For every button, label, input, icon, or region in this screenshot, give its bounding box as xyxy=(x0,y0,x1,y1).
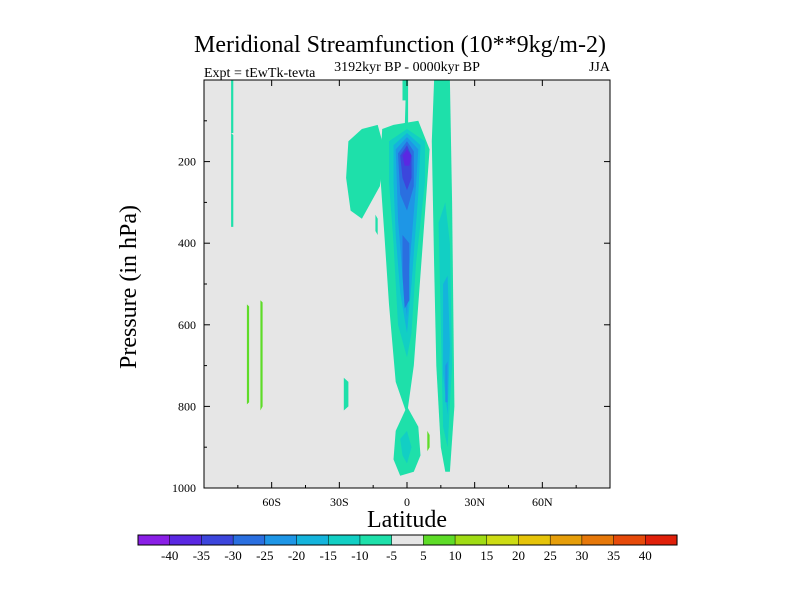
colorbar-label: -30 xyxy=(224,548,241,563)
contour-region-3-level-10 xyxy=(346,124,385,219)
contour-region-22-level5 xyxy=(260,300,263,411)
contour-region-21-level5 xyxy=(246,304,250,405)
colorbar-swatch xyxy=(549,534,583,546)
colorbar-label: -10 xyxy=(351,548,368,563)
colorbar-label: 35 xyxy=(607,548,620,563)
y-tick-label: 600 xyxy=(178,318,196,332)
season-label: JJA xyxy=(589,60,611,75)
contour-region-5-level-10 xyxy=(402,80,407,101)
colorbar-label: 20 xyxy=(512,548,525,563)
contour-region-7-level-10 xyxy=(343,377,349,411)
colorbar: -40 -35 -30 -25 -20 -15 -10 -5 5 10 15 20 25 30 35 40 xyxy=(137,534,678,563)
y-tick-label: 1000 xyxy=(172,481,196,495)
x-tick-label: 60N xyxy=(532,495,553,509)
colorbar-swatch xyxy=(201,534,234,546)
colorbar-label: 10 xyxy=(449,548,462,563)
colorbar-swatch xyxy=(359,534,393,546)
contour-region-2-level-10 xyxy=(231,80,234,133)
colorbar-label: -20 xyxy=(288,548,305,563)
contour-region-20-level-40 xyxy=(402,149,412,166)
colorbar-swatch xyxy=(645,534,678,546)
y-tick-label: 800 xyxy=(178,399,196,413)
colorbar-swatch xyxy=(327,534,361,546)
colorbar-swatch xyxy=(486,534,520,546)
colorbar-label: 15 xyxy=(480,548,493,563)
colorbar-label: -40 xyxy=(161,548,178,563)
colorbar-swatch xyxy=(581,534,615,546)
contour-regions xyxy=(231,80,455,476)
colorbar-swatch xyxy=(391,534,424,546)
colorbar-swatch xyxy=(423,534,456,546)
axis-ticks: 60S 30S 0 30N 60N 200 400 600 800 1000 xyxy=(172,80,610,509)
colorbar-label: 5 xyxy=(420,548,427,563)
x-tick-label: 60S xyxy=(262,495,281,509)
period-label: 3192kyr BP - 0000kyr BP xyxy=(334,60,480,75)
colorbar-label: 25 xyxy=(544,548,557,563)
contour-region-12-level-15 xyxy=(400,430,412,464)
contour-region-18-level-30 xyxy=(402,235,410,309)
x-tick-label: 0 xyxy=(404,495,410,509)
colorbar-swatch xyxy=(613,534,646,546)
colorbar-label: -35 xyxy=(193,548,210,563)
colorbar-swatch xyxy=(296,534,329,546)
colorbar-swatch xyxy=(169,534,202,546)
colorbar-swatch xyxy=(518,534,551,546)
experiment-label: Expt = tEwTk-tevta xyxy=(204,66,316,81)
contour-region-16-level-25 xyxy=(445,361,448,403)
contour-region-9-level-10 xyxy=(375,214,378,235)
contour-region-14-level-20 xyxy=(443,275,450,415)
contour-region-1-level-10 xyxy=(231,133,234,227)
colorbar-label: -5 xyxy=(386,548,397,563)
colorbar-label: 30 xyxy=(575,548,588,563)
x-tick-label: 30N xyxy=(464,495,485,509)
colorbar-label: -25 xyxy=(256,548,273,563)
chart-title: Meridional Streamfunction (10**9kg/m-2) xyxy=(194,32,606,58)
x-axis-label: Latitude xyxy=(367,507,447,533)
y-tick-label: 400 xyxy=(178,236,196,250)
colorbar-swatch xyxy=(454,534,488,546)
y-axis-label: Pressure (in hPa) xyxy=(116,205,142,369)
x-tick-label: 30S xyxy=(330,495,349,509)
contour-region-23-level5 xyxy=(427,430,430,452)
colorbar-label: 40 xyxy=(639,548,652,563)
colorbar-frame xyxy=(137,534,678,546)
colorbar-label: -15 xyxy=(320,548,337,563)
colorbar-swatch xyxy=(137,534,171,546)
colorbar-swatch xyxy=(264,534,298,546)
y-tick-label: 200 xyxy=(178,155,196,169)
colorbar-swatch xyxy=(232,534,266,546)
